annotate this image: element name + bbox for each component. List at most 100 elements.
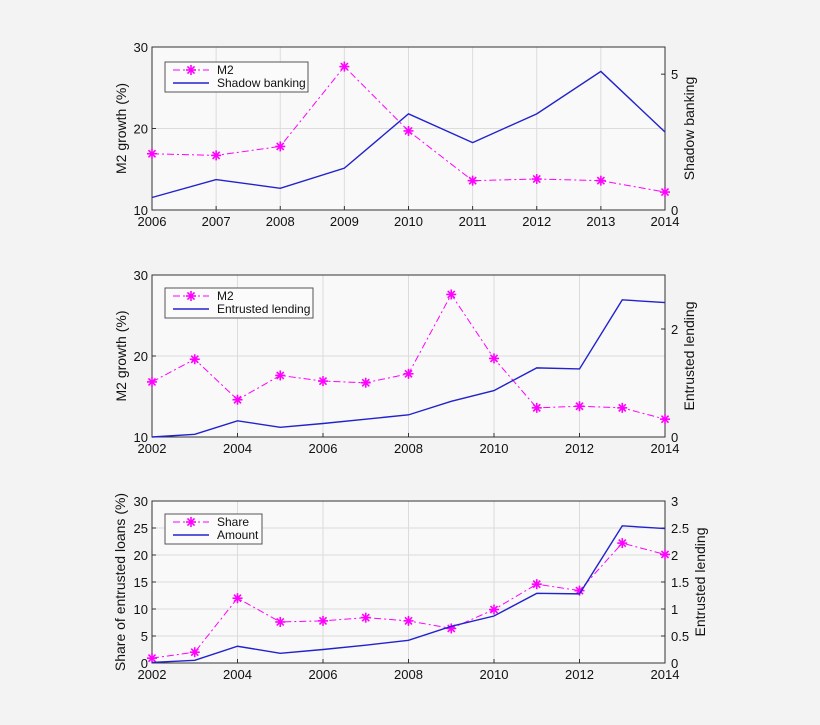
data-point <box>189 354 200 365</box>
x-tick-label: 2012 <box>565 667 594 682</box>
marker-stroke <box>404 126 413 136</box>
data-point <box>489 353 499 364</box>
data-point <box>403 615 414 626</box>
marker-stroke <box>660 550 670 559</box>
marker-stroke <box>233 594 242 603</box>
legend-marker <box>186 517 196 527</box>
legend-box <box>164 513 263 545</box>
x-tick-label: 2014 <box>651 441 680 456</box>
marker-stroke <box>186 517 196 527</box>
y-tick-label: 5 <box>141 629 148 644</box>
series-m2 <box>147 289 670 425</box>
data-point <box>595 175 606 186</box>
marker-stroke <box>447 290 456 299</box>
data-point <box>403 125 414 136</box>
marker-stroke <box>596 176 605 185</box>
marker-stroke <box>618 403 627 412</box>
data-point <box>617 538 628 549</box>
y2-tick-label: 1.5 <box>671 575 689 590</box>
y2-axis-label: Shadow banking <box>681 77 697 181</box>
y2-axis-label: Entrusted lending <box>692 528 708 637</box>
x-tick-label: 2006 <box>309 667 338 682</box>
data-point <box>617 402 628 413</box>
y-tick-label: 30 <box>134 494 148 509</box>
marker-stroke <box>233 395 242 404</box>
data-point <box>446 289 457 300</box>
data-point <box>189 647 200 658</box>
x-tick-label: 2008 <box>394 667 423 682</box>
data-point <box>275 370 286 381</box>
axes-frame <box>151 46 666 211</box>
x-tick-label: 2009 <box>330 214 359 229</box>
x-tick-label: 2013 <box>586 214 615 229</box>
y-tick-label: 10 <box>134 430 148 445</box>
y-axis-label: Share of entrusted loans (%) <box>112 493 128 671</box>
x-tick-label: 2006 <box>138 214 167 229</box>
marker-stroke <box>318 616 328 625</box>
x-tick-label: 2004 <box>223 441 252 456</box>
data-point <box>660 187 670 198</box>
legend-label: Shadow banking <box>217 76 306 90</box>
marker-stroke <box>532 403 541 412</box>
x-tick-label: 2014 <box>651 214 680 229</box>
x-tick-label: 2006 <box>309 441 338 456</box>
marker-stroke <box>532 174 541 184</box>
y-tick-label: 20 <box>134 349 148 364</box>
y2-tick-label: 0.5 <box>671 629 689 644</box>
marker-stroke <box>190 355 199 364</box>
data-point <box>147 653 157 664</box>
marker-stroke <box>186 291 196 301</box>
y2-axis-label: Entrusted lending <box>681 302 697 411</box>
y2-tick-label: 3 <box>671 494 678 509</box>
marker-stroke <box>190 648 199 657</box>
y-tick-label: 30 <box>134 40 148 55</box>
marker-stroke <box>147 149 157 158</box>
x-tick-label: 2002 <box>138 667 167 682</box>
x-tick-label: 2010 <box>480 441 509 456</box>
y2-tick-label: 0 <box>671 430 678 445</box>
marker-stroke <box>147 377 157 387</box>
marker-stroke <box>276 371 285 380</box>
axes-frame <box>151 274 666 438</box>
series-entrusted-lending <box>151 299 666 438</box>
marker-stroke <box>660 415 670 424</box>
data-point <box>147 376 157 387</box>
x-tick-label: 2002 <box>138 441 167 456</box>
marker-stroke <box>340 62 349 71</box>
series-shadow-banking <box>151 70 666 199</box>
data-point <box>232 593 243 604</box>
y2-tick-label: 0 <box>671 203 678 218</box>
marker-stroke <box>618 539 627 548</box>
data-point <box>360 612 371 623</box>
y2-tick-label: 0 <box>671 656 678 671</box>
data-point <box>574 585 585 596</box>
x-tick-label: 2008 <box>266 214 295 229</box>
legend-label: M2 <box>217 289 234 303</box>
marker-stroke <box>318 377 328 386</box>
subplot-1: 2006 2007 2008 2009 2010 2011 2012 2013 2014 10 20… <box>113 40 697 229</box>
series-line <box>151 525 666 664</box>
series-line <box>151 70 666 199</box>
data-point <box>275 141 286 152</box>
y-tick-label: 30 <box>134 268 148 283</box>
axes-frame <box>151 500 666 664</box>
marker-stroke <box>404 369 413 378</box>
marker-stroke <box>361 378 370 387</box>
series-line <box>151 65 666 193</box>
x-tick-label: 2008 <box>394 441 423 456</box>
data-point <box>531 579 542 590</box>
data-point <box>531 402 542 413</box>
series-m2 <box>147 61 670 198</box>
x-tick-label: 2011 <box>459 214 487 229</box>
data-point <box>318 615 328 626</box>
legend-marker <box>186 65 196 75</box>
x-tick-label: 2010 <box>480 667 509 682</box>
marker-stroke <box>489 605 499 614</box>
marker-stroke <box>147 654 157 663</box>
legend-label: Share <box>217 515 249 529</box>
y-tick-label: 20 <box>134 122 148 137</box>
legend-box <box>164 287 314 319</box>
